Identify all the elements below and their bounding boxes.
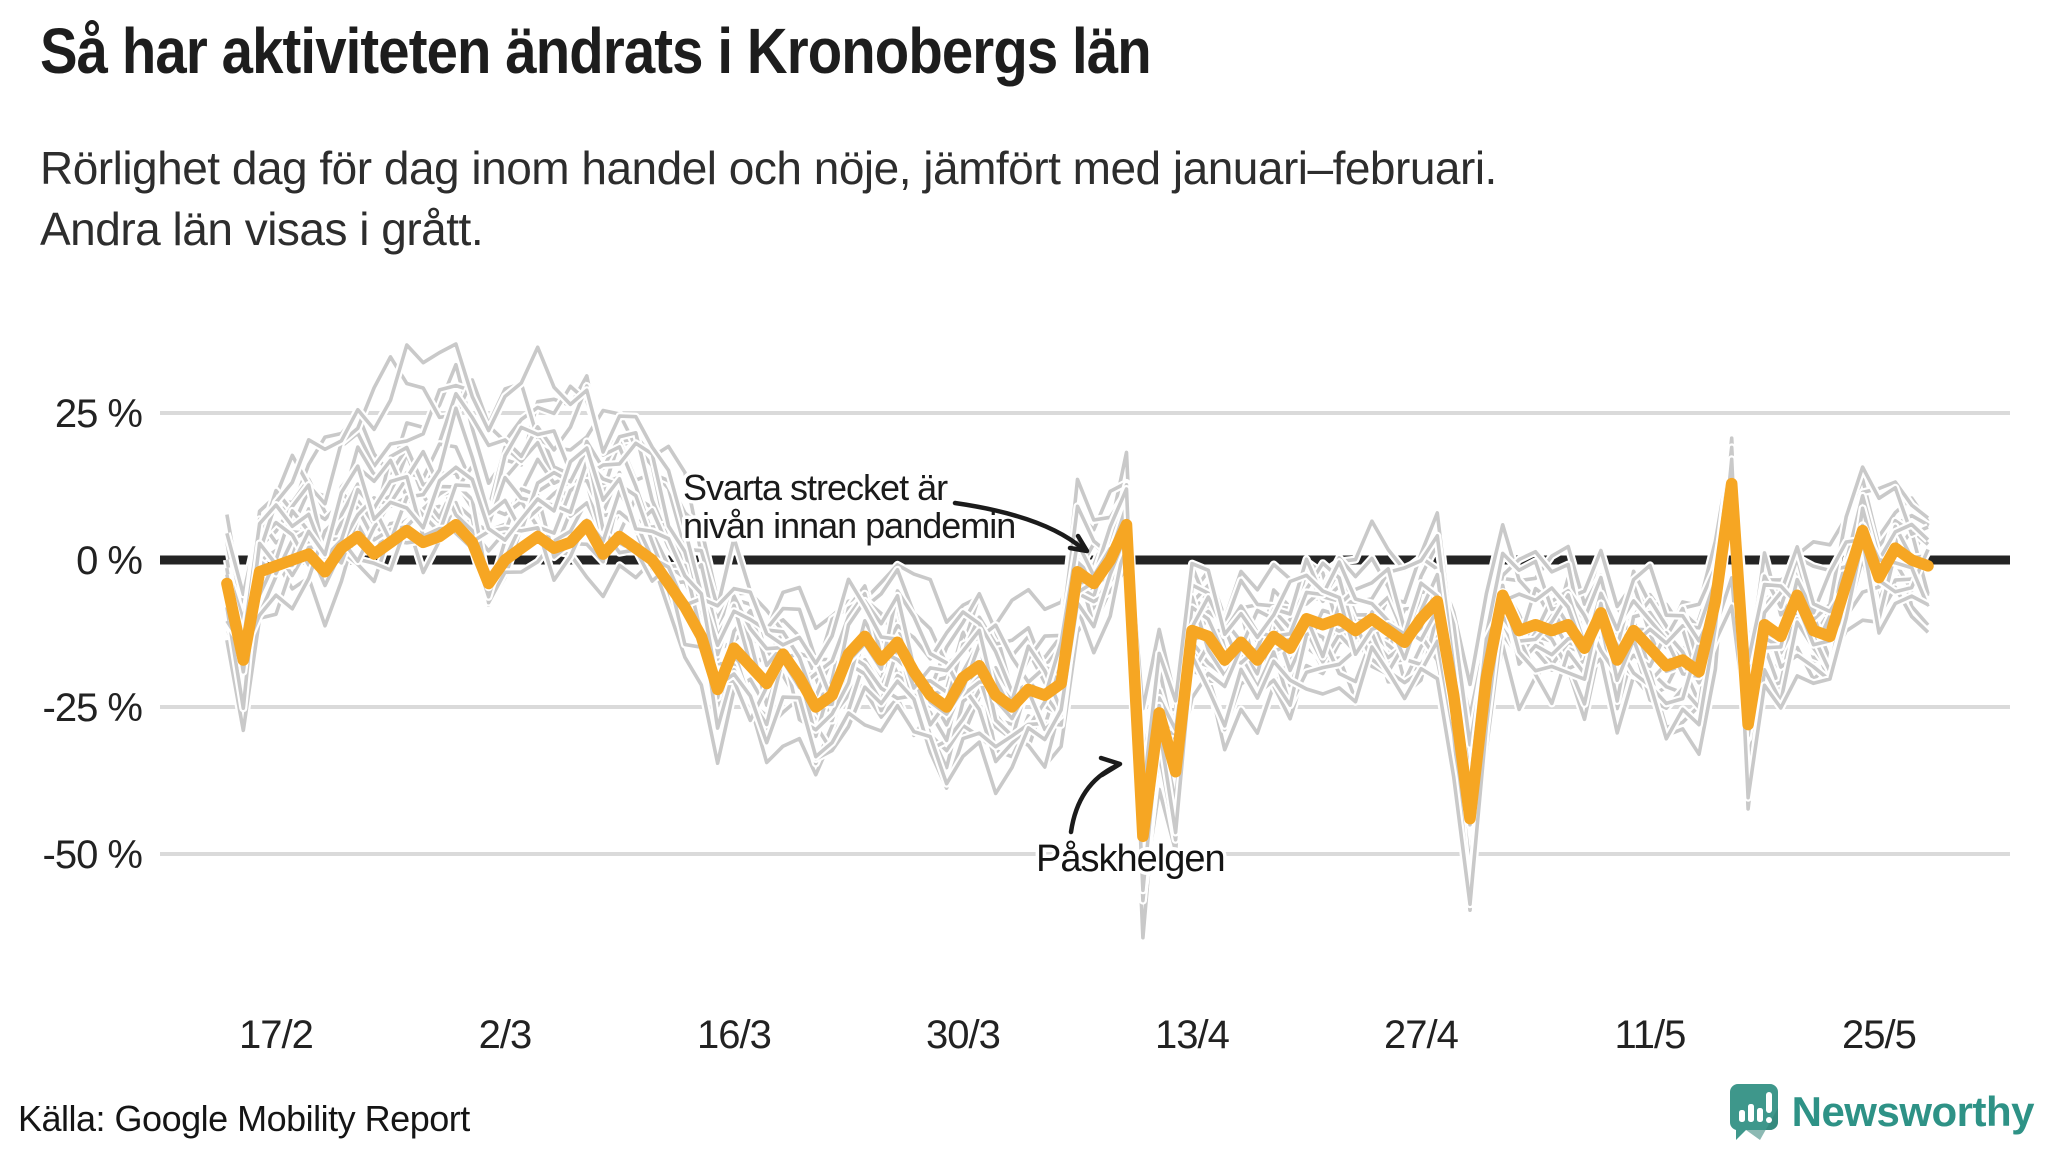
- baseline-annotation-text: Svarta strecket är: [683, 467, 948, 508]
- x-tick-label: 16/3: [697, 1013, 771, 1057]
- subtitle-line-2: Andra län visas i grått.: [40, 203, 484, 256]
- easter-annotation-arrow: [1068, 763, 1119, 835]
- y-tick-label: 25 %: [55, 392, 143, 436]
- easter-annotation-text: Påskhelgen: [1036, 838, 1225, 880]
- baseline-annotation-arrow: [952, 500, 1086, 552]
- x-tick-label: 2/3: [479, 1013, 532, 1057]
- baseline-annotation-text: nivån innan pandemin: [683, 505, 1015, 546]
- x-tick-label: 30/3: [926, 1013, 1000, 1057]
- county-line: [225, 457, 1929, 844]
- newsworthy-logo: Newsworthy: [1728, 1082, 2035, 1142]
- y-tick-label: 0 %: [76, 539, 142, 583]
- subtitle-line-1: Rörlighet dag för dag inom handel och nö…: [40, 142, 1497, 194]
- x-tick-label: 11/5: [1615, 1013, 1686, 1057]
- baseline-annotation-arrowhead: [1067, 533, 1090, 554]
- easter-annotation-arrowhead: [1098, 755, 1123, 778]
- y-tick-label: -50 %: [43, 833, 143, 877]
- brand-name: Newsworthy: [1791, 1088, 2035, 1135]
- y-tick-label: -25 %: [43, 686, 143, 730]
- source-note: Källa: Google Mobility Report: [18, 1098, 470, 1139]
- x-tick-label: 27/4: [1384, 1013, 1459, 1057]
- kronoberg-line: [221, 477, 1934, 843]
- x-tick-label: 17/2: [239, 1013, 313, 1057]
- newsworthy-speech-bubble-icon: [1729, 1084, 1778, 1140]
- x-tick-label: 25/5: [1842, 1013, 1916, 1057]
- page-title: Så har aktiviteten ändrats i Kronobergs …: [40, 15, 1152, 87]
- page-subtitle: Rörlighet dag för dag inom handel och nö…: [40, 138, 1497, 260]
- x-tick-label: 13/4: [1155, 1013, 1230, 1057]
